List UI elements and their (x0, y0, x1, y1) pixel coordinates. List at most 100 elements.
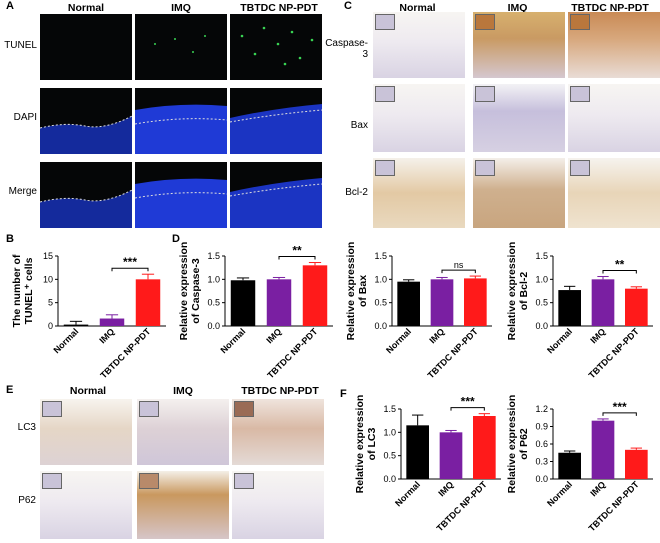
significance-label: *** (461, 395, 475, 409)
y-tick-label: 1.5 (383, 404, 396, 414)
y-tick-label: 1.2 (535, 404, 548, 414)
bar-tbtdc-np-pdt (473, 416, 496, 479)
bar-imq (439, 432, 463, 479)
col-header-tbtdc: TBTDC NP-PDT (241, 385, 319, 397)
panel-label-b: B (6, 233, 14, 245)
y-axis-label: Relative expressionof Caspase-3 (178, 242, 202, 341)
significance-bracket (602, 412, 637, 416)
x-category-label: Normal (384, 326, 413, 355)
panel-label-f: F (340, 388, 347, 400)
significance-label: *** (123, 255, 137, 269)
x-category-label: Normal (545, 479, 574, 508)
y-tick-label: 0.0 (535, 474, 548, 484)
merge-normal-image (40, 162, 132, 228)
bax-normal-image (373, 84, 465, 152)
significance-label: ns (454, 260, 464, 270)
x-category-label: Normal (51, 326, 80, 355)
bar-normal (63, 324, 89, 326)
row-label-tunel: TUNEL (4, 40, 37, 51)
row-label-bax: Bax (350, 120, 368, 131)
significance-label: ** (615, 258, 625, 272)
caspase3-tbtdc-image (568, 12, 660, 78)
panel-label-c: C (344, 0, 352, 12)
bax-imq-image (473, 84, 565, 152)
y-tick-label: 0.5 (535, 298, 548, 308)
bar-normal (558, 290, 581, 326)
x-category-label: IMQ (588, 479, 607, 498)
x-category-label: IMQ (436, 479, 455, 498)
significance-bracket (111, 267, 149, 272)
significance-label: ** (292, 244, 302, 258)
col-header-tbtdc: TBTDC NP-PDT (240, 2, 318, 14)
y-tick-label: 0.5 (374, 298, 387, 308)
y-tick-label: 1.5 (207, 251, 220, 261)
bar-normal (406, 425, 429, 479)
y-tick-label: 0 (48, 321, 53, 331)
y-tick-label: 0.0 (207, 321, 220, 331)
y-tick-label: 1.5 (374, 251, 387, 261)
caspase3-imq-image (473, 12, 565, 78)
y-tick-label: 1.0 (374, 274, 387, 284)
dapi-tbtdc-image (230, 88, 322, 154)
bcl2-normal-image (373, 158, 465, 228)
bar-imq (591, 279, 615, 326)
col-header-normal: Normal (399, 2, 436, 14)
col-header-normal: Normal (69, 385, 107, 397)
x-category-label: Normal (393, 479, 422, 508)
bar-imq (99, 318, 125, 326)
y-tick-label: 1.0 (207, 274, 220, 284)
significance-label: *** (613, 400, 627, 414)
tunel-normal-image (40, 14, 132, 80)
col-header-tbtdc: TBTDC NP-PDT (571, 2, 649, 14)
panel-label-d: D (172, 233, 180, 245)
x-category-label: IMQ (588, 326, 607, 345)
chart-p62: 0.0 0.3 0.6 0.9 1.2 Relative expressionof P62… (506, 395, 653, 533)
chart-d: 0.0 0.5 1.0 1.5 Relative expressionof Caspas… (178, 242, 333, 380)
y-tick-label: 5 (48, 298, 53, 308)
row-label-bcl2: Bcl-2 (345, 187, 368, 198)
dapi-normal-image (40, 88, 132, 154)
chart-bcl2: 0.0 0.5 1.0 1.5 Relative expressionof Bcl-2 N… (506, 242, 653, 380)
significance-bracket (441, 269, 476, 274)
bax-tbtdc-image (568, 84, 660, 152)
bar-normal (397, 281, 420, 326)
row-label-p62: P62 (18, 495, 36, 506)
x-category-label: Normal (545, 326, 574, 355)
col-header-imq: IMQ (507, 2, 528, 14)
tunel-imq-image (135, 14, 227, 80)
y-axis-label: Relative expressionof LC3 (354, 395, 378, 494)
p62-imq-image (137, 471, 229, 539)
y-tick-label: 1.0 (535, 274, 548, 284)
y-tick-label: 0.6 (535, 439, 548, 449)
y-tick-label: 0.0 (535, 321, 548, 331)
bcl2-imq-image (473, 158, 565, 228)
y-tick-label: 15 (43, 251, 53, 261)
chart-bax: 0.0 0.5 1.0 1.5 Relative expressionof Bax Nor… (345, 242, 492, 380)
x-category-label: IMQ (264, 326, 283, 345)
lc3-imq-image (137, 399, 229, 465)
bcl2-tbtdc-image (568, 158, 660, 228)
y-tick-label: 0.0 (374, 321, 387, 331)
significance-bracket (602, 270, 637, 274)
y-axis-label: Relative expressionof P62 (506, 395, 530, 494)
col-header-imq: IMQ (171, 2, 191, 14)
y-tick-label: 0.9 (535, 422, 548, 432)
col-header-normal: Normal (67, 2, 105, 14)
y-axis-label: Relative expressionof Bax (345, 242, 369, 341)
significance-bracket (278, 256, 316, 260)
y-tick-label: 1.5 (535, 251, 548, 261)
y-tick-label: 0.3 (535, 457, 548, 467)
chart-lc3: 0.0 0.5 1.0 1.5 Relative expressionof LC3 Nor… (354, 395, 501, 533)
row-label-dapi: DAPI (13, 112, 37, 123)
p62-tbtdc-image (232, 471, 324, 539)
bar-tbtdc-np-pdt (135, 279, 161, 326)
bar-normal (558, 452, 581, 479)
y-tick-label: 0.5 (383, 451, 396, 461)
chart-b: 0 5 10 15 The number ofTUNEL⁺ cells Normal IMQ… (11, 251, 166, 380)
x-category-label: IMQ (427, 326, 446, 345)
x-category-label: Normal (218, 326, 247, 355)
bar-imq (591, 420, 615, 479)
y-tick-label: 0.0 (383, 474, 396, 484)
dapi-imq-image (135, 88, 227, 154)
panel-label-e: E (6, 384, 14, 396)
